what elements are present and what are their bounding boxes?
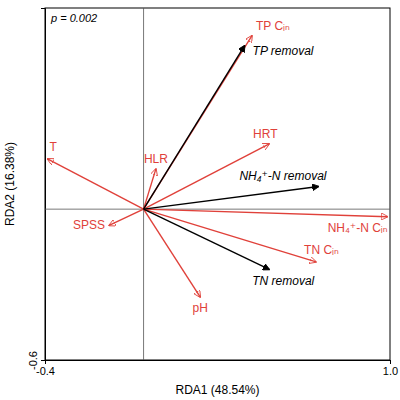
vector-arrow <box>144 209 270 269</box>
vector-label: HLR <box>144 152 168 166</box>
vector-arrow <box>144 209 388 217</box>
plot-frame <box>45 8 390 360</box>
vector-label: TN removal <box>252 274 314 288</box>
y-tick-mark <box>41 360 45 361</box>
vectors <box>47 36 387 297</box>
x-axis-title: RDA1 (48.54%) <box>175 383 259 397</box>
vector-arrow <box>47 159 143 209</box>
vector-label: SPSS <box>73 218 105 232</box>
vector-arrow <box>144 187 319 210</box>
y-axis: -0.6 <box>27 9 46 370</box>
x-axis: -0.41.0 <box>36 360 398 377</box>
vector-labels: TP Cᵢₙ T HLR HRT NH₄⁺-N Cᵢₙ TN Cᵢₙ SPSS pH TP re… <box>49 19 387 315</box>
zero-line-h <box>45 209 390 210</box>
y-tick: -0.6 <box>27 351 45 370</box>
annotation: p = 0.002 <box>50 12 97 24</box>
chart: -0.41.0-0.6 TP Cᵢₙ T HLR HRT NH₄⁺-N Cᵢₙ TN Cᵢₙ… <box>0 0 400 400</box>
zero-line-v <box>143 8 144 360</box>
x-tick-label: 1.0 <box>383 365 398 377</box>
vector-label: T <box>49 140 57 154</box>
vector-arrow <box>109 209 144 225</box>
vector-label: TP removal <box>253 44 314 58</box>
vector-label: pH <box>193 301 208 315</box>
vector-label: NH₄⁺-N Cᵢₙ <box>328 221 388 235</box>
vector-label: TN Cᵢₙ <box>304 243 339 257</box>
vector-label: HRT <box>253 127 278 141</box>
y-axis-line <box>41 9 46 361</box>
vector-arrow <box>144 209 317 262</box>
y-axis-title: RDA2 (16.38%) <box>3 142 17 226</box>
vector-label: TP Cᵢₙ <box>256 19 290 33</box>
vector-label: NH₄⁺-N removal <box>239 169 326 183</box>
vector-arrow <box>144 46 245 209</box>
x-tick-mark <box>390 360 391 364</box>
y-tick-label: -0.6 <box>27 351 39 370</box>
vector-arrow <box>144 36 252 209</box>
x-axis-line <box>46 361 391 365</box>
x-tick: 1.0 <box>383 360 398 377</box>
